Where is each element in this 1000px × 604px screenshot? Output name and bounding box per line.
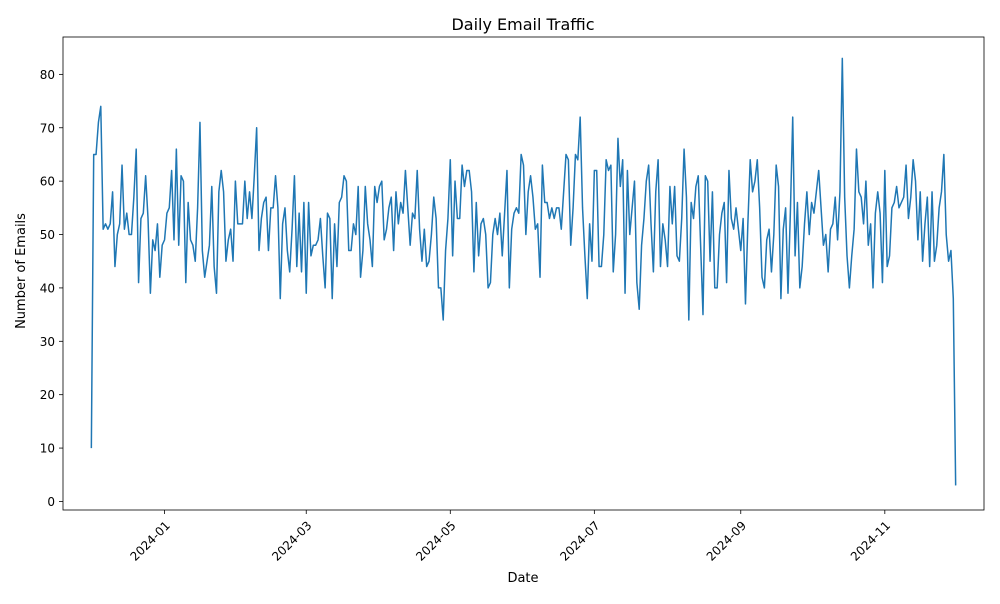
chart-title: Daily Email Traffic (451, 15, 594, 34)
y-tick-label: 40 (40, 281, 55, 295)
series-line (90, 57, 957, 486)
y-tick-label: 20 (40, 388, 55, 402)
y-axis-label: Number of Emails (14, 213, 29, 329)
y-tick-label: 50 (40, 228, 55, 242)
y-tick-label: 60 (40, 175, 55, 189)
y-tick-label: 30 (40, 335, 55, 349)
plot-frame (62, 36, 985, 511)
y-tick-label: 80 (40, 68, 55, 82)
y-tick-label: 10 (40, 442, 55, 456)
y-tick-label: 0 (47, 495, 55, 509)
x-axis-label: Date (507, 571, 538, 586)
y-tick-label: 70 (40, 121, 55, 135)
